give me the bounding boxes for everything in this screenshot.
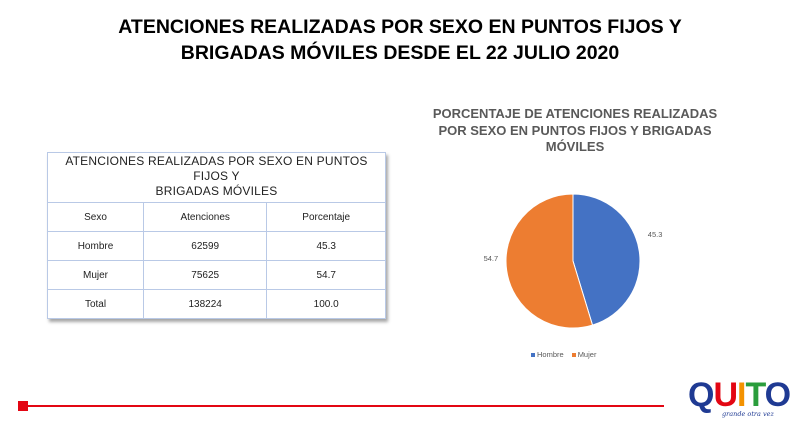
cell-atenciones: 138224 [142, 289, 268, 318]
legend-item-mujer: Mujer [571, 350, 597, 359]
pie-chart: 45.3 54.7 [484, 193, 663, 329]
pie-slice-hombre [572, 193, 641, 326]
chart-title: PORCENTAJE DE ATENCIONES REALIZADAS POR … [418, 106, 732, 156]
table-title: ATENCIONES REALIZADAS POR SEXO EN PUNTOS… [48, 153, 385, 202]
table-row: Total 138224 100.0 [48, 289, 385, 318]
quito-logo: QUITO grande otra vez [688, 376, 791, 428]
cell-sexo: Total [48, 289, 144, 318]
slide-title-line-2: BRIGADAS MÓVILES DESDE EL 22 JULIO 2020 [180, 42, 620, 64]
logo-letter: Q [688, 376, 714, 414]
cell-sexo: Hombre [48, 231, 144, 261]
table-header-row: Sexo Atenciones Porcentaje [48, 202, 385, 232]
cell-atenciones: 62599 [142, 231, 268, 261]
chart-title-line-2: POR SEXO EN PUNTOS FIJOS Y BRIGADAS [438, 122, 712, 138]
legend-label-hombre: Hombre [537, 350, 564, 359]
logo-letter: U [713, 376, 738, 414]
logo-wordmark: QUITO [688, 376, 791, 414]
logo-letter: O [764, 376, 791, 414]
header-porcentaje: Porcentaje [266, 202, 385, 232]
cell-atenciones: 75625 [142, 260, 268, 290]
header-sexo: Sexo [48, 202, 144, 232]
footer-divider-line [28, 405, 664, 407]
header-atenciones: Atenciones [142, 202, 268, 232]
slide-title: ATENCIONES REALIZADAS POR SEXO EN PUNTOS… [60, 14, 740, 66]
table-row: Hombre 62599 45.3 [48, 231, 385, 261]
pie-data-label-hombre: 45.3 [648, 230, 663, 239]
legend-label-mujer: Mujer [577, 350, 597, 359]
chart-legend: Hombre Mujer [531, 350, 596, 359]
stats-table: Sexo Atenciones Porcentaje Hombre 62599 … [48, 202, 385, 318]
chart-title-line-3: MÓVILES [545, 139, 605, 154]
table-title-line-2: BRIGADAS MÓVILES [155, 184, 278, 198]
cell-porcentaje: 54.7 [266, 260, 385, 290]
cell-sexo: Mujer [48, 260, 144, 290]
pie-data-label-mujer: 54.7 [484, 254, 499, 263]
footer-accent-square [18, 401, 28, 411]
logo-tagline: grande otra vez [722, 410, 774, 418]
legend-item-hombre: Hombre [531, 350, 564, 359]
table-title-line-1: ATENCIONES REALIZADAS POR SEXO EN PUNTOS… [65, 154, 368, 183]
chart-title-line-1: PORCENTAJE DE ATENCIONES REALIZADAS [432, 106, 718, 121]
table-row: Mujer 75625 54.7 [48, 260, 385, 290]
legend-swatch-hombre [531, 352, 535, 357]
slide-title-line-1: ATENCIONES REALIZADAS POR SEXO EN PUNTOS… [118, 16, 682, 38]
logo-letter: I [737, 376, 747, 414]
pie-slice-mujer [505, 193, 594, 329]
cell-porcentaje: 45.3 [266, 231, 385, 261]
cell-porcentaje: 100.0 [266, 289, 385, 318]
stats-table-block: ATENCIONES REALIZADAS POR SEXO EN PUNTOS… [47, 152, 386, 319]
legend-swatch-mujer [571, 352, 576, 357]
logo-letter: T [745, 376, 765, 414]
